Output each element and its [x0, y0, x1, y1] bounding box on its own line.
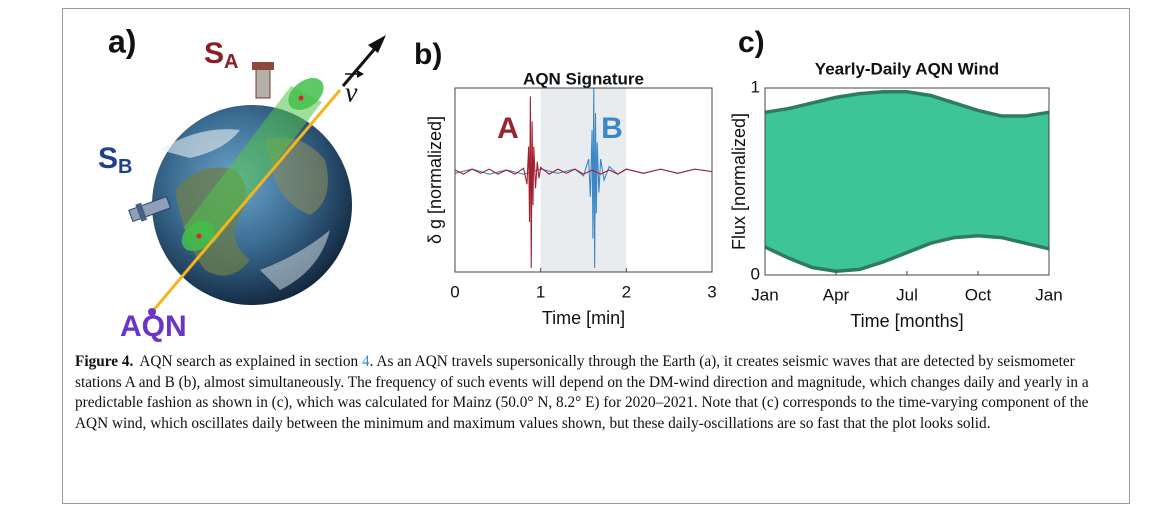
station-point: [298, 95, 304, 101]
probe-label: AQN: [120, 310, 187, 343]
panel-a: a) SA SB AQN v: [98, 23, 386, 343]
station-annotation: B: [601, 112, 623, 145]
seismometer: [135, 202, 148, 222]
land: [265, 137, 328, 215]
x-tick-label: Jan: [1035, 285, 1062, 304]
station-point: [196, 233, 202, 239]
band-edge: [764, 89, 1050, 118]
satellite-b: [128, 195, 172, 223]
arrow-head: [368, 35, 386, 53]
station-subscript: A: [224, 51, 238, 73]
panel-label: b): [414, 38, 442, 71]
x-axis-label: Time [min]: [542, 308, 625, 328]
x-tick-label: 3: [707, 282, 716, 301]
x-tick-label: Jan: [751, 285, 778, 304]
station-subscript: B: [118, 156, 132, 178]
x-tick-label: 2: [622, 282, 631, 301]
signal-line: [454, 96, 713, 268]
cloud: [260, 230, 330, 290]
caption-text: . As an AQN travels supersonically throu…: [75, 353, 1089, 432]
velocity-label: v: [345, 77, 358, 108]
chart-title: Yearly-Daily AQN Wind: [815, 59, 999, 78]
vector-arrow: [357, 70, 364, 78]
panel-label: a): [108, 23, 136, 59]
section-link[interactable]: 4: [361, 353, 370, 370]
chart-title: AQN Signature: [523, 69, 644, 88]
y-tick-label: 1: [751, 77, 760, 96]
caption-text: AQN search as explained in section: [139, 353, 362, 370]
x-axis-label: Time [months]: [850, 311, 963, 331]
aqn-dot: [148, 308, 156, 316]
station-letter: S: [204, 37, 224, 70]
y-axis-label: δ g [normalized]: [425, 116, 445, 244]
satellite-a: [252, 62, 274, 99]
x-tick-label: Oct: [965, 285, 992, 304]
cloud: [160, 129, 240, 158]
beam: [183, 86, 322, 243]
band-edge: [764, 233, 1050, 274]
velocity-arrow: [341, 44, 380, 87]
station-annotation: A: [497, 112, 519, 145]
seismometer: [255, 67, 271, 99]
y-axis-label: Flux [normalized]: [729, 113, 749, 250]
beam-end: [288, 77, 324, 111]
caption: Figure 4. AQN search as explained in sect…: [75, 352, 1115, 434]
x-tick-label: 1: [536, 282, 545, 301]
x-tick-label: Jul: [896, 285, 918, 304]
plot-frame: [454, 87, 713, 273]
station-label: SB: [98, 142, 132, 178]
shaded-window: [540, 88, 627, 272]
panel-label: c): [738, 26, 765, 59]
flux-band: [765, 91, 1049, 272]
x-tick-label: 0: [450, 282, 459, 301]
trajectory: [150, 89, 342, 313]
x-tick-label: Apr: [823, 285, 850, 304]
y-tick-label: 0: [751, 264, 760, 283]
station-letter: S: [98, 142, 118, 175]
station-label: SA: [204, 37, 238, 73]
seismometer: [252, 62, 274, 70]
caption-label: Figure 4.: [75, 353, 134, 370]
figure-frame: [62, 8, 1130, 504]
